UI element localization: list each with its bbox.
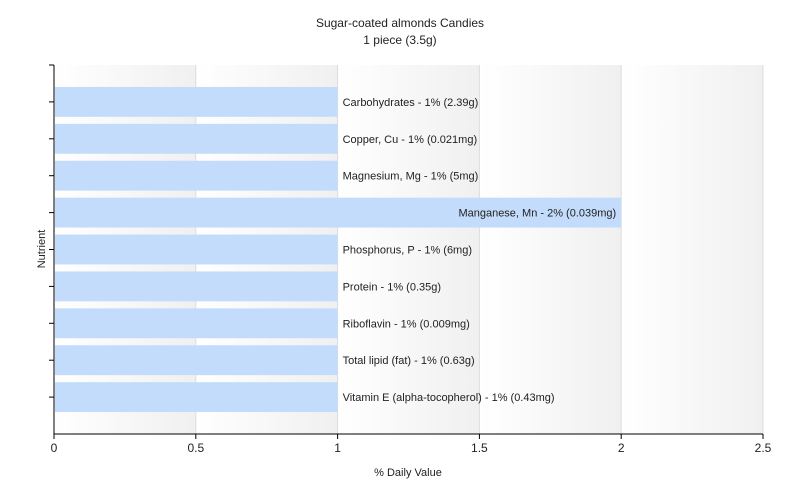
x-tick-label: 2.5 xyxy=(755,441,772,455)
bar xyxy=(55,345,338,376)
bar xyxy=(55,123,338,154)
bar xyxy=(55,382,338,413)
background-band xyxy=(479,65,622,434)
bar-label: Riboflavin - 1% (0.009mg) xyxy=(343,318,470,330)
bar xyxy=(55,197,622,228)
background-band xyxy=(337,65,480,434)
y-axis-title: Nutrient xyxy=(36,230,48,269)
x-tick-label: 0 xyxy=(51,441,58,455)
bar-label: Manganese, Mn - 2% (0.039mg) xyxy=(458,208,616,220)
bar-label: Vitamin E (alpha-tocopherol) - 1% (0.43m… xyxy=(343,392,555,404)
x-tick-label: 1 xyxy=(334,441,341,455)
chart-subtitle: 1 piece (3.5g) xyxy=(363,33,436,47)
y-ticks xyxy=(49,64,54,398)
bar-label: Protein - 1% (0.35g) xyxy=(343,281,441,293)
bar xyxy=(55,271,338,302)
bar-label: Total lipid (fat) - 1% (0.63g) xyxy=(343,355,475,367)
bar xyxy=(55,160,338,191)
x-tick-label: 0.5 xyxy=(187,441,204,455)
bar-label: Carbohydrates - 1% (2.39g) xyxy=(343,97,479,109)
bars: Carbohydrates - 1% (2.39g) Copper, Cu - 1… xyxy=(55,86,622,413)
x-ticks: 0 0.5 1 1.5 2 2.5 xyxy=(51,434,772,455)
bar-label: Copper, Cu - 1% (0.021mg) xyxy=(343,134,478,146)
bar xyxy=(55,234,338,265)
x-axis-title: % Daily Value xyxy=(374,467,442,479)
x-tick-label: 1.5 xyxy=(471,441,488,455)
bar xyxy=(55,86,338,117)
x-tick-label: 2 xyxy=(618,441,625,455)
bar-label: Phosphorus, P - 1% (6mg) xyxy=(343,245,472,257)
chart-title: Sugar-coated almonds Candies xyxy=(316,16,484,30)
background-band xyxy=(621,65,763,434)
bar xyxy=(55,308,338,339)
bar-label: Magnesium, Mg - 1% (5mg) xyxy=(343,171,479,183)
